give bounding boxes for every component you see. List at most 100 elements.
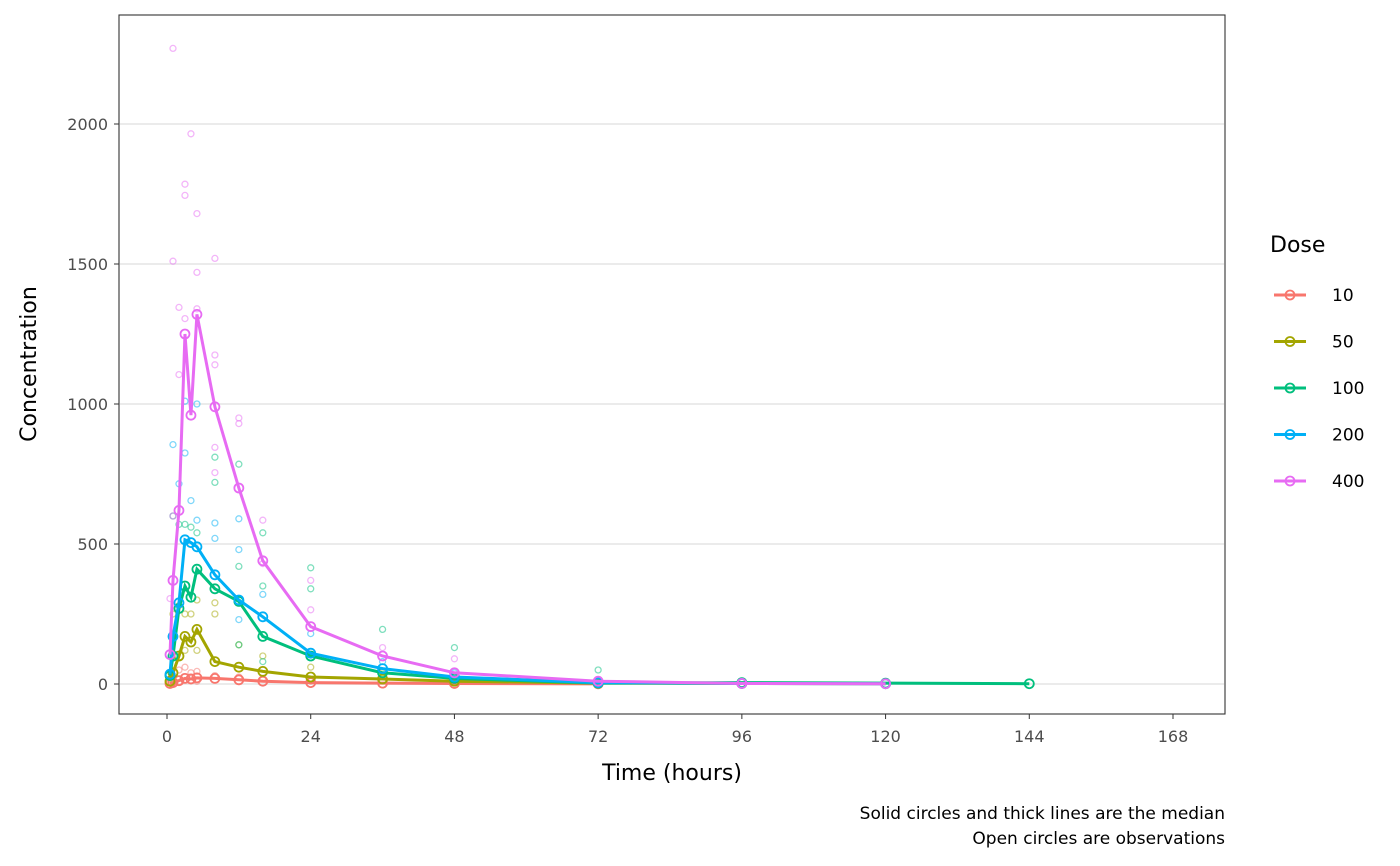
- observation-point: [181, 180, 189, 188]
- median-point: [185, 591, 197, 603]
- median-point: [736, 678, 748, 689]
- median-point: [377, 673, 388, 685]
- y-tick-label: 500: [77, 535, 108, 554]
- median-point: [233, 674, 245, 686]
- median-point: [377, 663, 388, 674]
- median-point: [233, 594, 245, 606]
- median-line-dose-400: [168, 314, 886, 686]
- legend-item-10: 10: [1274, 286, 1354, 306]
- caption-line-2: Open circles are observations: [972, 829, 1225, 849]
- median-point: [257, 555, 269, 567]
- observation-point: [187, 496, 195, 505]
- observation-point: [211, 610, 219, 618]
- median-point: [592, 675, 604, 687]
- observation-point: [211, 468, 219, 477]
- median-point: [179, 534, 191, 546]
- observation-point: [187, 130, 195, 138]
- observation-point: [211, 519, 219, 527]
- legend-label: 400: [1332, 472, 1364, 492]
- observation-point: [307, 585, 315, 593]
- observation-point: [193, 400, 201, 408]
- median-point: [167, 575, 179, 586]
- observation-point: [307, 564, 315, 572]
- observation-point: [181, 663, 189, 671]
- observation-point: [193, 646, 201, 655]
- observation-point: [181, 314, 189, 323]
- median-point: [209, 673, 221, 684]
- median-point: [173, 597, 185, 609]
- observation-point: [450, 643, 459, 652]
- median-point: [191, 672, 203, 684]
- observation-point: [181, 191, 189, 200]
- median-point: [191, 563, 203, 575]
- y-axis-title: Concentration: [17, 286, 42, 442]
- caption-line-1: Solid circles and thick lines are the me…: [860, 804, 1225, 824]
- legend-item-400: 400: [1274, 472, 1364, 492]
- observation-point: [193, 209, 201, 218]
- observation-point: [211, 361, 219, 369]
- median-line-dose-200: [168, 537, 886, 686]
- x-tick-label: 144: [1014, 727, 1045, 746]
- y-tick-label: 2000: [67, 115, 108, 134]
- median-point: [257, 631, 269, 642]
- legend-key-point: [1284, 336, 1296, 347]
- x-tick-label: 168: [1158, 727, 1189, 746]
- median-point: [1023, 678, 1035, 690]
- legend-item-100: 100: [1274, 379, 1364, 399]
- observation-point: [307, 576, 315, 585]
- observation-point: [259, 590, 267, 599]
- observation-point: [235, 562, 243, 571]
- x-tick-label: 120: [870, 727, 901, 746]
- observation-point: [187, 523, 195, 531]
- observation-point: [187, 610, 195, 618]
- plot-panel: [118, 14, 1226, 715]
- observation-point: [211, 453, 219, 461]
- median-point: [449, 667, 460, 679]
- observation-point: [211, 351, 219, 359]
- observation-point: [235, 419, 243, 428]
- median-point: [305, 621, 317, 632]
- x-axis-title: Time (hours): [601, 761, 742, 786]
- median-point: [257, 666, 269, 677]
- observation-point: [235, 545, 243, 554]
- median-point: [209, 401, 221, 413]
- observation-point: [175, 303, 183, 312]
- y-tick-label: 0: [98, 675, 108, 694]
- legend-key-point: [1284, 429, 1296, 440]
- median-point: [209, 583, 221, 595]
- observation-point: [307, 606, 315, 614]
- observation-point: [307, 663, 315, 671]
- observation-point: [259, 657, 267, 666]
- x-tick-label: 72: [588, 727, 608, 746]
- median-point: [233, 661, 245, 673]
- observation-point: [193, 516, 201, 524]
- median-point: [257, 611, 269, 623]
- observation-point: [193, 529, 201, 537]
- median-point: [179, 328, 191, 340]
- median-point: [233, 482, 245, 494]
- legend-title: Dose: [1270, 233, 1325, 258]
- median-point: [191, 541, 203, 553]
- legend-label: 200: [1332, 426, 1364, 446]
- x-tick-label: 0: [162, 727, 172, 746]
- observation-point: [169, 440, 177, 449]
- median-point: [185, 636, 197, 648]
- median-point: [185, 409, 197, 421]
- legend-label: 100: [1332, 379, 1364, 399]
- median-point: [305, 647, 317, 659]
- median-point: [209, 569, 221, 581]
- y-tick-label: 1000: [67, 395, 108, 414]
- legend-item-50: 50: [1274, 333, 1354, 353]
- observation-point: [378, 625, 387, 634]
- median-point: [167, 631, 179, 642]
- legend-label: 10: [1332, 286, 1354, 306]
- legend-key-point: [1284, 289, 1296, 301]
- legend-item-200: 200: [1274, 426, 1364, 446]
- x-tick-label: 48: [444, 727, 464, 746]
- observation-point: [169, 512, 177, 520]
- observation-point: [211, 478, 219, 487]
- observation-point: [235, 615, 243, 624]
- observation-point: [169, 257, 177, 265]
- median-point: [173, 504, 185, 516]
